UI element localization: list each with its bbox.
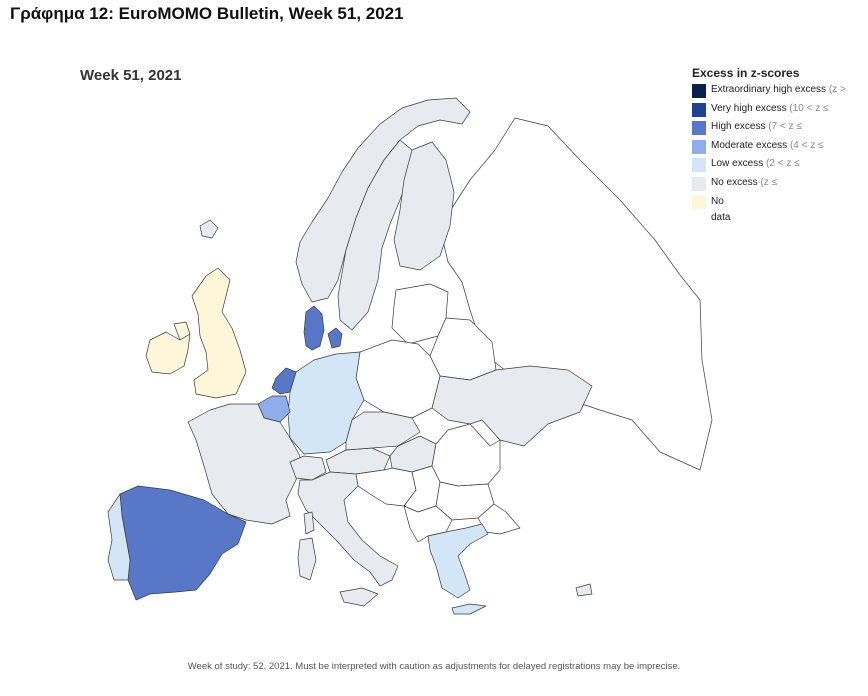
region-ireland[interactable] bbox=[145, 331, 191, 375]
legend-swatch bbox=[692, 102, 706, 117]
region-austria[interactable] bbox=[325, 447, 391, 475]
region-switzerland[interactable] bbox=[289, 455, 327, 481]
legend-item-very-high[interactable]: Very high excess (10 < z ≤ bbox=[692, 102, 868, 122]
region-iceland[interactable] bbox=[199, 219, 219, 239]
legend-swatch bbox=[692, 195, 706, 209]
legend-item-no-data[interactable]: No data bbox=[692, 195, 868, 223]
legend-swatch bbox=[692, 84, 706, 98]
legend-label: Low excess (2 < z ≤ bbox=[711, 158, 800, 169]
region-moldova[interactable] bbox=[469, 419, 501, 447]
region-france[interactable] bbox=[187, 403, 301, 525]
region-greece[interactable] bbox=[427, 523, 489, 599]
region-italy[interactable] bbox=[297, 471, 399, 587]
legend-label: No data bbox=[711, 196, 731, 223]
legend-item-low[interactable]: Low excess (2 < z ≤ bbox=[692, 158, 868, 177]
region-sweden[interactable] bbox=[337, 139, 413, 331]
map-title: Week 51, 2021 bbox=[80, 67, 182, 84]
legend-swatch bbox=[692, 139, 706, 154]
region-crete[interactable] bbox=[451, 603, 487, 615]
legend-label: Extraordinary high excess (z > bbox=[711, 84, 846, 95]
region-sicily[interactable] bbox=[339, 587, 379, 607]
region-ukraine[interactable] bbox=[431, 365, 593, 447]
region-denmark[interactable] bbox=[303, 305, 343, 351]
region-western-balkans[interactable] bbox=[355, 467, 417, 507]
region-norway[interactable] bbox=[295, 97, 471, 303]
footnote: Week of study: 52, 2021. Must be interpr… bbox=[187, 661, 681, 672]
legend: Excess in z-scores Extraordinary high ex… bbox=[692, 66, 868, 223]
legend-title: Excess in z-scores bbox=[692, 66, 800, 80]
legend-swatch bbox=[692, 121, 706, 135]
region-corsica[interactable] bbox=[303, 511, 315, 535]
region-czech-slovakia[interactable] bbox=[345, 411, 421, 451]
region-finland[interactable] bbox=[393, 141, 455, 271]
region-united-kingdom[interactable] bbox=[191, 267, 247, 399]
region-sardinia[interactable] bbox=[297, 537, 317, 581]
region-poland[interactable] bbox=[355, 339, 441, 419]
region-portugal[interactable] bbox=[107, 493, 131, 581]
legend-item-no-excess[interactable]: No excess (z ≤ bbox=[692, 176, 868, 196]
legend-item-high[interactable]: High excess (7 < z ≤ bbox=[692, 121, 868, 140]
legend-swatch bbox=[692, 158, 706, 172]
legend-swatch bbox=[692, 176, 706, 191]
document-title: Γράφημα 12: EuroMOMO Bulletin, Week 51, … bbox=[10, 4, 404, 23]
legend-label: Very high excess (10 < z ≤ bbox=[711, 102, 829, 114]
region-netherlands[interactable] bbox=[271, 367, 297, 395]
region-cyprus[interactable] bbox=[575, 583, 593, 597]
legend-item-extraordinary[interactable]: Extraordinary high excess (z > bbox=[692, 84, 868, 103]
legend-label: High excess (7 < z ≤ bbox=[711, 121, 802, 132]
legend-label: Moderate excess (4 < z ≤ bbox=[711, 139, 824, 151]
legend-item-moderate[interactable]: Moderate excess (4 < z ≤ bbox=[692, 139, 868, 159]
legend-label: No excess (z ≤ bbox=[711, 176, 778, 188]
